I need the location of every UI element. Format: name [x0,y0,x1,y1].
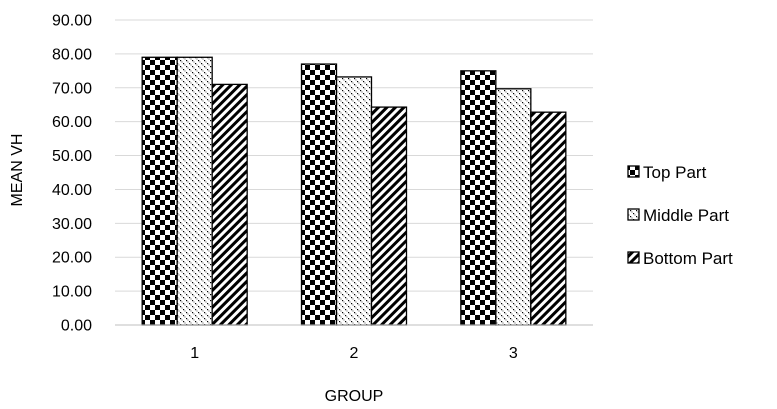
y-tick-label: 90.00 [52,13,92,30]
legend-label: Bottom Part [643,249,733,268]
y-tick-label: 40.00 [52,182,92,199]
legend-label: Top Part [643,163,707,182]
bar-middle-part-group-2 [335,76,373,326]
y-tick-label: 60.00 [52,114,92,131]
bar-top-part-group-1 [141,56,178,326]
x-tick-label: 2 [350,345,359,362]
legend-swatch-top-part [627,165,640,178]
y-axis-ticks: 0.00 10.00 20.00 30.00 40.00 50.00 60.00 70.00 8… [52,13,92,335]
x-axis-ticks: 1 2 3 [190,345,518,362]
y-axis-title: MEAN VH [9,134,26,207]
y-tick-label: 0.00 [61,318,92,335]
y-tick-label: 80.00 [52,46,92,63]
legend: Top Part Middle Part Bottom Part [627,163,733,268]
y-tick-label: 30.00 [52,216,92,233]
bar-middle-part-group-1 [176,56,213,326]
legend-swatch-bottom-part [627,251,640,264]
y-tick-label: 70.00 [52,80,92,97]
bar-middle-part-group-3 [495,88,532,326]
bar-top-part-group-3 [460,70,497,326]
bar-bottom-part-group-2 [370,106,408,326]
legend-label: Middle Part [643,206,729,225]
y-tick-label: 20.00 [52,250,92,267]
bar-top-part-group-2 [300,63,338,326]
x-tick-label: 3 [509,345,518,362]
bars [141,56,567,326]
y-tick-label: 10.00 [52,284,92,301]
bar-bottom-part-group-1 [211,83,248,326]
bar-bottom-part-group-3 [530,111,567,326]
y-tick-label: 50.00 [52,148,92,165]
legend-swatch-middle-part [627,208,640,221]
x-tick-label: 1 [190,345,199,362]
x-axis-title: GROUP [325,388,384,405]
